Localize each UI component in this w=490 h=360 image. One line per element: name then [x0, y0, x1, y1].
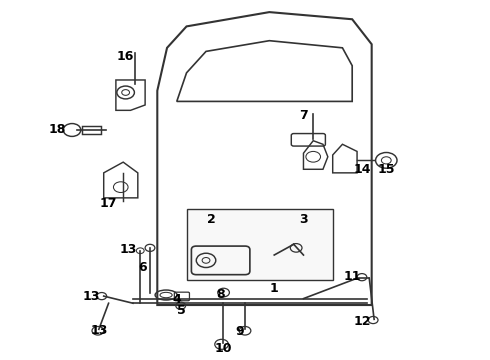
- Text: 1: 1: [270, 283, 279, 296]
- Text: 6: 6: [138, 261, 147, 274]
- Text: 16: 16: [117, 50, 134, 63]
- Bar: [187, 208, 333, 280]
- Text: 13: 13: [120, 243, 137, 256]
- Text: 11: 11: [343, 270, 361, 283]
- Bar: [82, 126, 101, 134]
- Text: 14: 14: [353, 163, 370, 176]
- Text: 2: 2: [206, 213, 215, 226]
- Text: 13: 13: [83, 289, 100, 303]
- Text: 18: 18: [49, 123, 66, 136]
- Text: 5: 5: [177, 304, 186, 317]
- Text: 15: 15: [377, 163, 395, 176]
- Text: 17: 17: [100, 197, 117, 210]
- Text: 10: 10: [214, 342, 232, 355]
- Text: 9: 9: [236, 325, 245, 338]
- Text: 8: 8: [216, 288, 225, 301]
- Text: 13: 13: [90, 324, 107, 337]
- Text: 4: 4: [172, 293, 181, 306]
- Text: 3: 3: [299, 213, 308, 226]
- Text: 12: 12: [353, 315, 370, 328]
- Text: 7: 7: [299, 109, 308, 122]
